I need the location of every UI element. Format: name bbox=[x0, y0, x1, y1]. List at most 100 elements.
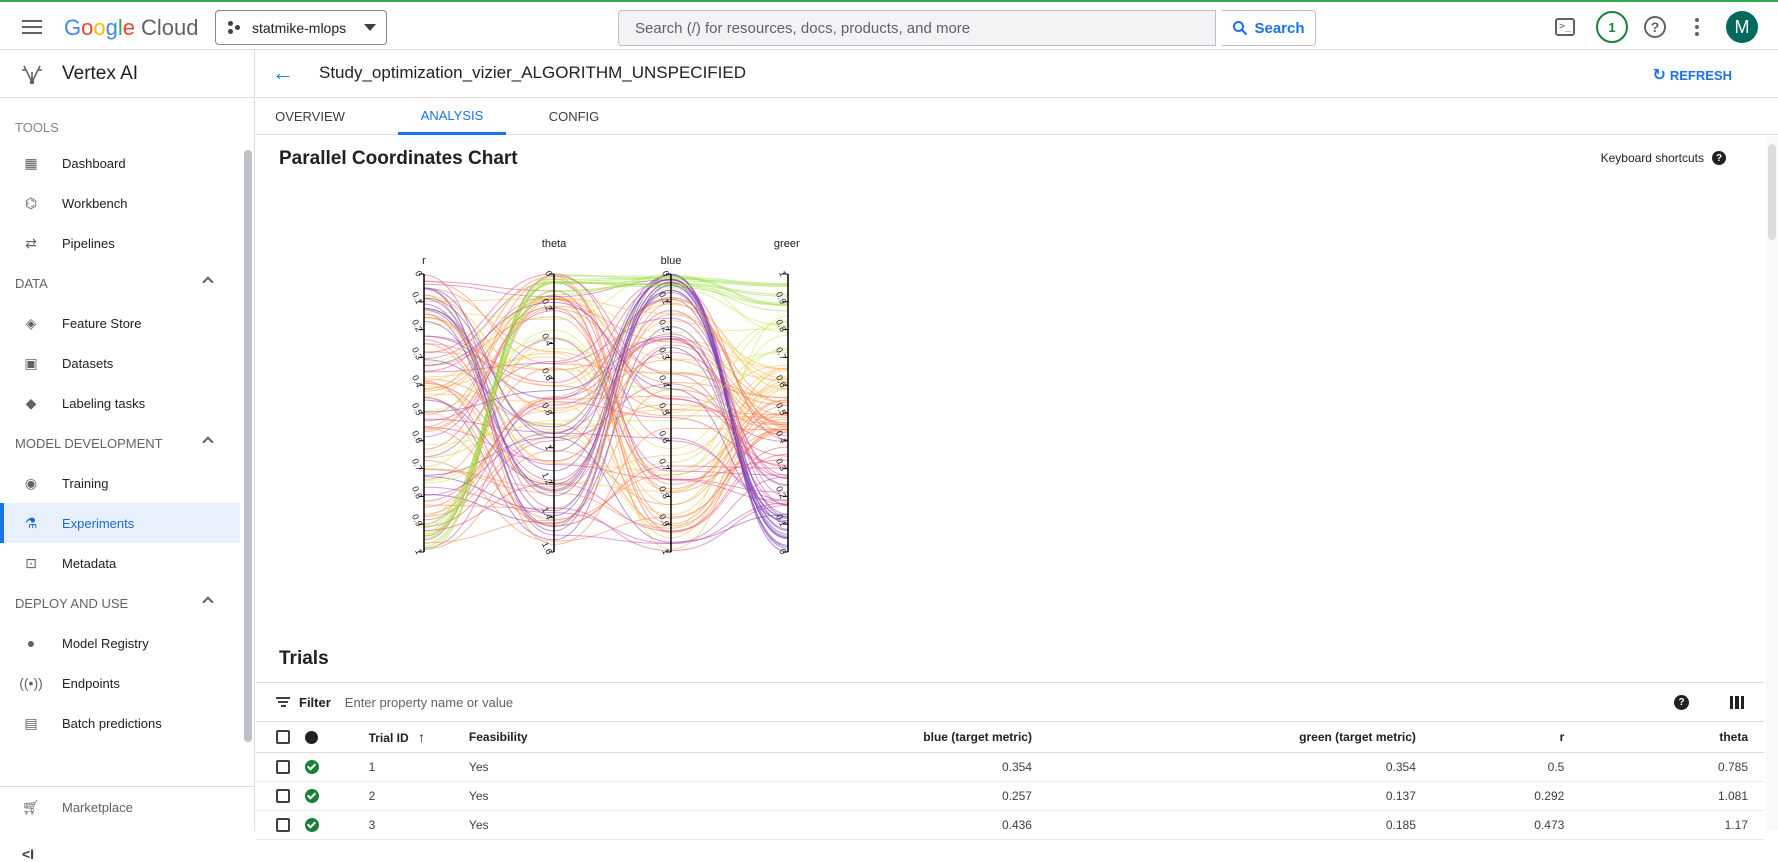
trial-line[interactable] bbox=[423, 382, 789, 493]
section-data[interactable]: DATA bbox=[0, 263, 240, 303]
trial-line[interactable] bbox=[423, 301, 789, 522]
trial-line[interactable] bbox=[423, 446, 789, 532]
axis-theta[interactable]: 0 0.2 0.4 0.6 0.8 1 1.2 1.4 1.6 theta bbox=[540, 238, 567, 556]
cloud-shell-icon[interactable]: >_ bbox=[1555, 18, 1575, 36]
project-selector[interactable]: statmike-mlops bbox=[215, 10, 387, 45]
sidebar-item-batch-predictions[interactable]: ▤ Batch predictions bbox=[0, 703, 240, 743]
sidebar-item-marketplace[interactable]: 🛒︎ Marketplace bbox=[0, 786, 254, 828]
tab-analysis[interactable]: ANALYSIS bbox=[398, 98, 506, 135]
avatar[interactable]: M bbox=[1726, 11, 1758, 43]
col-theta[interactable]: theta bbox=[1564, 722, 1764, 753]
notifications-badge[interactable]: 1 bbox=[1596, 11, 1628, 43]
trial-line[interactable] bbox=[423, 413, 789, 529]
help-icon[interactable]: ? bbox=[1674, 695, 1689, 710]
trial-line[interactable] bbox=[423, 329, 789, 477]
row-checkbox[interactable] bbox=[276, 788, 290, 803]
trial-line[interactable] bbox=[423, 283, 789, 537]
parallel-coordinates-chart[interactable]: 0 0.1 0.2 0.3 0.4 0.5 0.6 0.7 0.8 0.9 1 r 0 0.2 0.4 0.6… bbox=[340, 200, 802, 630]
trial-line[interactable] bbox=[423, 278, 789, 494]
trial-line[interactable] bbox=[423, 337, 789, 404]
trial-line[interactable] bbox=[423, 306, 789, 525]
sidebar-item-metadata[interactable]: ⊡ Metadata bbox=[0, 543, 240, 583]
trial-line[interactable] bbox=[423, 274, 789, 552]
sidebar-scrollbar[interactable] bbox=[244, 150, 252, 742]
menu-icon[interactable] bbox=[20, 16, 44, 38]
table-row[interactable]: 1 Yes 0.354 0.354 0.5 0.785 bbox=[256, 752, 1764, 782]
trial-line[interactable] bbox=[423, 298, 789, 457]
filter-label[interactable]: Filter bbox=[299, 694, 331, 710]
main-scrollbar[interactable] bbox=[1766, 136, 1778, 831]
sidebar-item-pipelines[interactable]: ⇄ Pipelines bbox=[0, 223, 240, 263]
tab-config[interactable]: CONFIG bbox=[548, 109, 600, 124]
axis-r[interactable]: 0 0.1 0.2 0.3 0.4 0.5 0.6 0.7 0.8 0.9 1 r bbox=[410, 255, 426, 556]
tick-label: 0.4 bbox=[657, 373, 671, 389]
help-icon[interactable]: ? bbox=[1712, 151, 1726, 165]
trial-line[interactable] bbox=[423, 298, 789, 381]
filter-icon[interactable] bbox=[275, 697, 291, 707]
select-all-checkbox[interactable] bbox=[276, 730, 290, 745]
sidebar-item-labeling-tasks[interactable]: ◆ Labeling tasks bbox=[0, 383, 240, 423]
refresh-button[interactable]: ↻ REFRESH bbox=[1652, 65, 1732, 85]
table-row[interactable]: 3 Yes 0.436 0.185 0.473 1.17 bbox=[256, 810, 1764, 840]
axis-green[interactable]: 1 0.9 0.8 0.7 0.6 0.5 0.4 0.3 0.2 0.1 0 green bbox=[774, 238, 802, 556]
trial-line[interactable] bbox=[423, 281, 789, 413]
trial-line[interactable] bbox=[423, 343, 789, 418]
trial-line[interactable] bbox=[423, 321, 789, 482]
sidebar-item-model-registry[interactable]: ● Model Registry bbox=[0, 623, 240, 663]
sidebar-item-training[interactable]: ◉ Training bbox=[0, 463, 240, 503]
column-display-icon[interactable] bbox=[1730, 696, 1744, 709]
trial-line[interactable] bbox=[423, 298, 789, 537]
trial-line[interactable] bbox=[423, 281, 789, 539]
trial-line[interactable] bbox=[423, 380, 789, 527]
tab-overview[interactable]: OVERVIEW bbox=[275, 109, 345, 124]
trial-line[interactable] bbox=[423, 296, 789, 488]
trial-line[interactable] bbox=[423, 276, 789, 545]
trial-line[interactable] bbox=[423, 315, 789, 529]
keyboard-shortcuts[interactable]: Keyboard shortcuts ? bbox=[1601, 151, 1726, 165]
row-checkbox[interactable] bbox=[276, 817, 290, 832]
row-checkbox[interactable] bbox=[276, 759, 290, 774]
trial-line[interactable] bbox=[423, 278, 789, 549]
sidebar-item-endpoints[interactable]: ((•)) Endpoints bbox=[0, 663, 240, 703]
help-icon[interactable]: ? bbox=[1644, 16, 1666, 38]
parallel-coordinates-svg[interactable]: 0 0.1 0.2 0.3 0.4 0.5 0.6 0.7 0.8 0.9 1 r 0 0.2 0.4 0.6… bbox=[340, 200, 802, 630]
table-row[interactable]: 2 Yes 0.257 0.137 0.292 1.081 bbox=[256, 781, 1764, 811]
col-feasibility[interactable]: Feasibility bbox=[468, 722, 695, 753]
sidebar-item-experiments[interactable]: ⚗ Experiments bbox=[0, 503, 240, 543]
sidebar-item-feature-store[interactable]: ◈ Feature Store bbox=[0, 303, 240, 343]
trial-line[interactable] bbox=[423, 282, 789, 529]
trial-line[interactable] bbox=[423, 476, 789, 544]
axis-blue[interactable]: 0 0.1 0.2 0.3 0.4 0.5 0.6 0.7 0.8 0.9 1 blue bbox=[657, 255, 682, 556]
sidebar-item-dashboard[interactable]: ▦ Dashboard bbox=[0, 143, 240, 183]
trial-line[interactable] bbox=[423, 307, 789, 433]
sidebar-item-workbench[interactable]: ⌬ Workbench bbox=[0, 183, 240, 223]
col-green[interactable]: green (target metric) bbox=[1031, 722, 1416, 753]
more-options-icon[interactable] bbox=[1694, 16, 1700, 38]
trial-line[interactable] bbox=[423, 401, 789, 502]
page-title: Study_optimization_vizier_ALGORITHM_UNSP… bbox=[319, 63, 747, 82]
col-blue[interactable]: blue (target metric) bbox=[694, 722, 1032, 753]
trial-line[interactable] bbox=[423, 432, 789, 506]
search-input[interactable]: Search (/) for resources, docs, products… bbox=[618, 10, 1216, 46]
section-model-development[interactable]: MODEL DEVELOPMENT bbox=[0, 423, 240, 463]
trial-line[interactable] bbox=[423, 367, 789, 534]
col-r[interactable]: r bbox=[1415, 722, 1565, 753]
col-trial-id[interactable]: Trial ID ↑ bbox=[368, 722, 469, 753]
filter-input[interactable]: Enter property name or value bbox=[344, 694, 514, 710]
back-arrow-icon[interactable]: ← bbox=[272, 60, 294, 85]
trial-line[interactable] bbox=[423, 313, 789, 472]
sidebar-item-label: Experiments bbox=[62, 515, 135, 531]
trial-line[interactable] bbox=[423, 276, 789, 526]
trial-line[interactable] bbox=[423, 275, 789, 535]
trial-line[interactable] bbox=[423, 273, 789, 442]
sidebar-item-label: Dashboard bbox=[62, 155, 126, 171]
section-deploy-and-use[interactable]: DEPLOY AND USE bbox=[0, 583, 240, 623]
trial-line[interactable] bbox=[423, 297, 789, 383]
sidebar-item-datasets[interactable]: ▣ Datasets bbox=[0, 343, 240, 383]
collapse-sidebar-icon[interactable]: <I bbox=[22, 846, 35, 862]
search-button[interactable]: Search bbox=[1222, 10, 1316, 46]
tick-label: 1 bbox=[543, 443, 554, 452]
trial-line[interactable] bbox=[423, 343, 789, 492]
google-cloud-logo[interactable]: Google Cloud bbox=[64, 15, 199, 40]
lightbulb-icon: ● bbox=[26, 635, 36, 651]
